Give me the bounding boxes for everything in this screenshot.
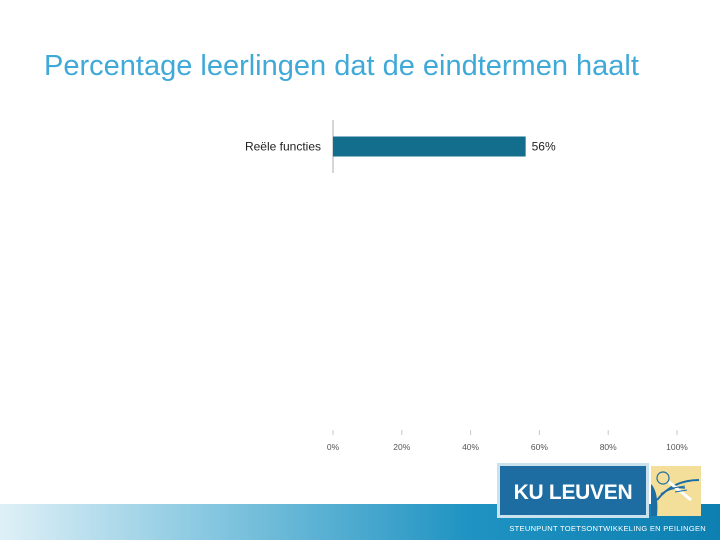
x-tick-label: 20% (393, 442, 410, 452)
data-label: 56% (532, 140, 556, 154)
logo-text: KU LEUVEN (513, 481, 633, 504)
x-tick-label: 60% (531, 442, 548, 452)
seal-icon (651, 466, 701, 516)
ku-leuven-logo: KU LEUVEN (497, 463, 649, 518)
page-title: Percentage leerlingen dat de eindtermen … (44, 50, 639, 82)
x-tick-label: 40% (462, 442, 479, 452)
x-tick-label: 80% (600, 442, 617, 452)
category-label: Reële functies (245, 140, 321, 154)
bar (333, 136, 526, 157)
x-tick-label: 0% (327, 442, 340, 452)
x-tick-label: 100% (666, 442, 688, 452)
footer-text: STEUNPUNT TOETSONTWIKKELING EN PEILINGEN (509, 524, 706, 533)
bar-chart: Reële functies 56% 0% 20% 40% 60% 80% 100% (245, 120, 688, 452)
